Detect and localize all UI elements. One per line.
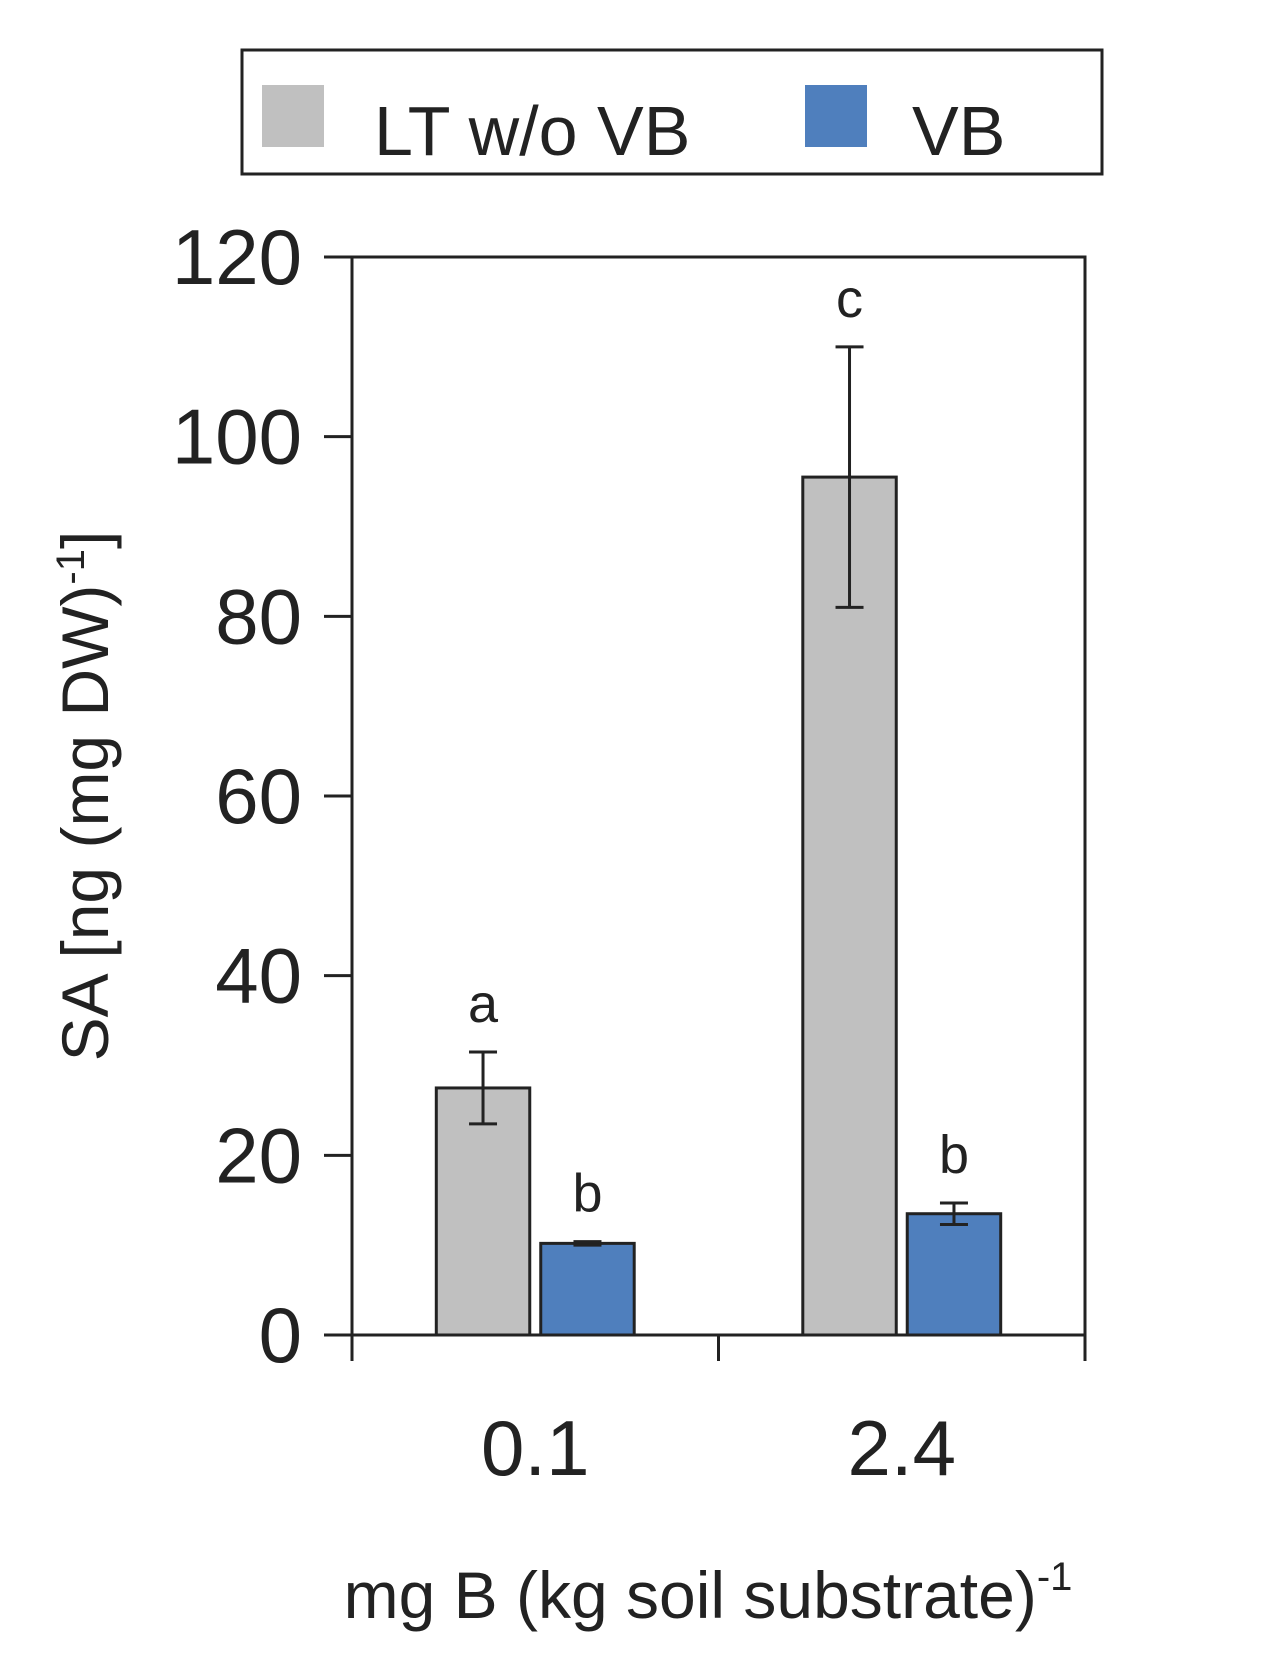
y-axis: 0 20 40 60 80 100 120 (172, 213, 352, 1379)
y-tick-label: 100 (172, 393, 302, 481)
x-axis: 0.1 2.4 (350, 1335, 1087, 1492)
legend-swatch-vb (805, 85, 867, 147)
y-tick-label: 60 (215, 752, 302, 840)
y-axis-title: SA [ng (mg DW)-1] (48, 531, 122, 1062)
bar (801, 475, 898, 1337)
legend-label-vb: VB (912, 92, 1005, 170)
legend: LT w/o VB VB (240, 48, 1104, 176)
bar (905, 1212, 1003, 1337)
bars: a b c b (434, 269, 1003, 1337)
x-category-label: 2.4 (848, 1404, 956, 1492)
bar (539, 1241, 636, 1337)
significance-label: b (939, 1125, 969, 1185)
x-axis-title: mg B (kg soil substrate)-1 (344, 1555, 1073, 1632)
significance-label: c (836, 269, 863, 329)
significance-label: b (572, 1164, 602, 1224)
y-tick-label: 40 (215, 932, 302, 1020)
y-tick-label: 80 (215, 572, 302, 660)
y-tick-label: 20 (215, 1111, 302, 1199)
x-category-label: 0.1 (481, 1404, 589, 1492)
legend-swatch-lt-wo-vb (262, 85, 324, 147)
significance-label: a (468, 974, 499, 1034)
legend-box (240, 48, 1104, 176)
legend-label-lt-wo-vb: LT w/o VB (374, 92, 690, 170)
y-tick-label: 0 (259, 1291, 302, 1379)
bar (434, 1086, 532, 1337)
y-tick-label: 120 (172, 213, 302, 301)
